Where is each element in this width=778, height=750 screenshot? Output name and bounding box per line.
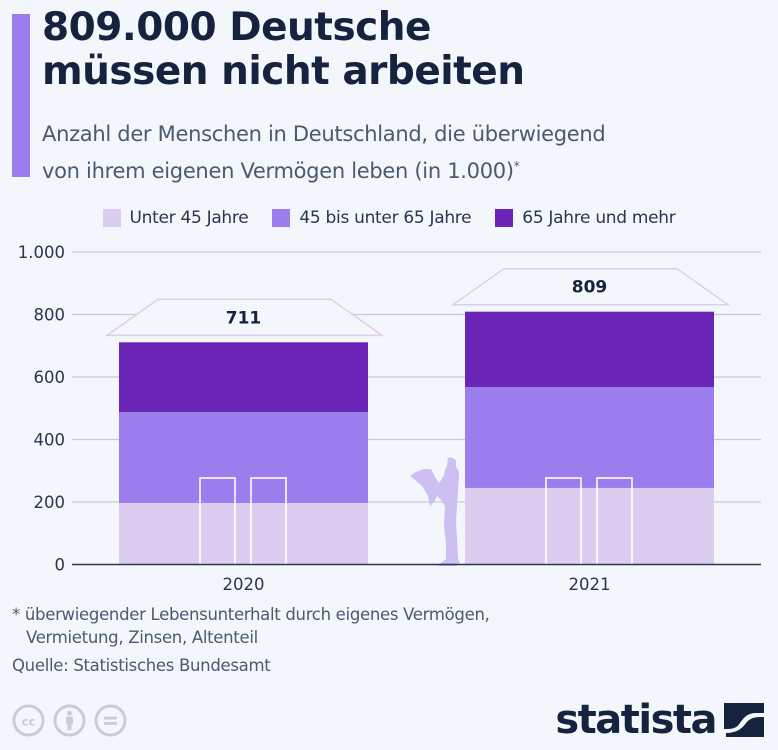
page-title: 809.000 Deutsche müssen nicht arbeiten [42, 6, 762, 94]
bar-segment-2021-0 [465, 487, 714, 565]
total-label-2021: 809 [572, 278, 608, 298]
no-derivatives-icon[interactable] [94, 704, 127, 737]
bar-segment-2020-0 [119, 502, 368, 565]
bar-segment-2021-1 [465, 387, 714, 488]
subtitle-line-1: Anzahl der Menschen in Deutschland, die … [42, 122, 606, 146]
legend-swatch-45-to-65 [272, 209, 291, 227]
statista-logo-icon [724, 703, 764, 737]
y-axis-ticks: 0 200 400 600 800 1.000 [18, 243, 65, 575]
legend-item-under-45: Unter 45 Jahre [102, 208, 249, 228]
title-line-2: müssen nicht arbeiten [42, 49, 525, 94]
legend-item-65-plus: 65 Jahre und mehr [495, 208, 676, 228]
footnote-line-2: Vermietung, Zinsen, Altenteil [26, 628, 258, 647]
attribution-icon[interactable] [53, 704, 86, 737]
bar-segment-2020-1 [119, 412, 368, 503]
legend: Unter 45 Jahre 45 bis unter 65 Jahre 65 … [0, 208, 778, 228]
x-axis-labels: 2020 2021 [223, 575, 611, 594]
license-icons: cc [12, 704, 127, 737]
house-roof-2021 [450, 267, 731, 306]
subtitle: Anzahl der Menschen in Deutschland, die … [42, 118, 762, 187]
y-tick-label: 0 [55, 556, 66, 575]
accent-bar [12, 14, 30, 177]
person-reading-newspaper-icon [410, 457, 460, 566]
bar-group-2021: 809 [450, 267, 731, 566]
y-tick-label: 200 [34, 493, 66, 512]
legend-label-45-to-65: 45 bis unter 65 Jahre [299, 208, 472, 228]
bar-segment-2020-2 [119, 342, 368, 412]
house-roof-2020 [104, 298, 385, 337]
subtitle-line-2-text: von ihrem eigenen Vermögen leben (in 1.0… [42, 159, 514, 183]
legend-swatch-65-plus [495, 209, 514, 227]
bar-group-2020: 711 [104, 298, 385, 566]
y-tick-label: 800 [34, 306, 66, 325]
subtitle-footnote-mark: * [513, 159, 520, 173]
svg-text:cc: cc [22, 714, 36, 728]
brand-name: statista [555, 697, 717, 743]
statista-logo[interactable]: statista [555, 698, 764, 742]
legend-item-45-to-65: 45 bis unter 65 Jahre [272, 208, 472, 228]
stacked-bar-chart: 0 200 400 600 800 1.000 711 809 2020 2021 [18, 243, 761, 594]
footnote-line-1: * überwiegender Lebensunterhalt durch ei… [12, 605, 490, 624]
bar-segment-2021-2 [465, 311, 714, 387]
y-tick-label: 600 [34, 368, 66, 387]
subtitle-line-2: von ihrem eigenen Vermögen leben (in 1.0… [42, 150, 762, 187]
y-tick-label: 1.000 [18, 243, 65, 262]
source-label: Quelle: Statistisches Bundesamt [12, 656, 271, 675]
title-line-1: 809.000 Deutsche [42, 5, 432, 50]
bars: 711 809 [104, 267, 731, 566]
cc-icon[interactable]: cc [12, 704, 45, 737]
legend-label-65-plus: 65 Jahre und mehr [522, 208, 676, 228]
legend-label-under-45: Unter 45 Jahre [129, 208, 249, 228]
legend-swatch-under-45 [102, 209, 121, 227]
total-label-2020: 711 [226, 308, 262, 328]
footnote: * überwiegender Lebensunterhalt durch ei… [12, 603, 712, 649]
y-tick-label: 400 [34, 431, 66, 450]
x-tick-label: 2020 [223, 575, 265, 594]
x-tick-label: 2021 [569, 575, 611, 594]
